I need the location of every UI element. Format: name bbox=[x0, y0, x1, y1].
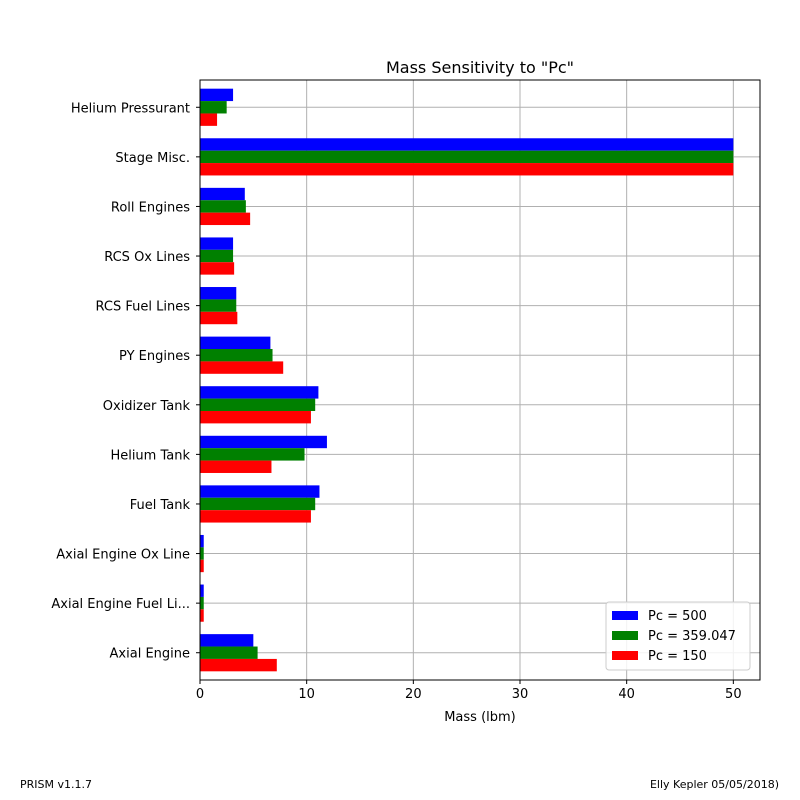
bar-series-1 bbox=[200, 138, 734, 151]
y-tick-label: RCS Fuel Lines bbox=[96, 300, 191, 315]
grid bbox=[199, 80, 760, 680]
y-tick-label: Helium Pressurant bbox=[71, 101, 190, 116]
plot-frame bbox=[199, 79, 761, 681]
x-tick-label: 0 bbox=[196, 687, 204, 702]
bar-series-2 bbox=[200, 398, 316, 411]
footer-author-date: Elly Kepler 05/05/2018) bbox=[649, 778, 779, 791]
bar-series-3 bbox=[200, 212, 251, 226]
bar-series-3 bbox=[200, 113, 218, 126]
x-tick-label: 30 bbox=[512, 687, 529, 702]
bar-series-3 bbox=[200, 559, 204, 573]
x-axis-label: Mass (lbm) bbox=[444, 710, 516, 725]
legend-swatch bbox=[612, 631, 638, 640]
y-axis: Helium Pressurant Stage Misc. Roll Engines… bbox=[51, 101, 200, 662]
y-tick-label: Stage Misc. bbox=[115, 151, 190, 166]
footer-version: PRISM v1.1.7 bbox=[20, 778, 92, 791]
y-tick-label: PY Engines bbox=[119, 349, 190, 364]
bar-series-2 bbox=[200, 497, 316, 511]
bar-series-2 bbox=[200, 448, 305, 461]
x-tick-label: 40 bbox=[618, 687, 635, 702]
y-tick-label: Axial Engine bbox=[110, 647, 190, 662]
x-axis: 0 10 20 30 40 50 bbox=[196, 680, 742, 702]
x-tick-label: 10 bbox=[298, 687, 315, 702]
bar-series-1 bbox=[200, 336, 271, 350]
bar-series-2 bbox=[200, 349, 273, 362]
bars bbox=[200, 88, 734, 672]
y-tick-label: RCS Ox Lines bbox=[104, 250, 190, 265]
bar-series-2 bbox=[200, 200, 246, 213]
bar-series-2 bbox=[200, 150, 734, 164]
legend-swatch bbox=[612, 651, 638, 660]
x-tick-label: 20 bbox=[405, 687, 422, 702]
bar-series-3 bbox=[200, 262, 235, 275]
bar-series-3 bbox=[200, 361, 284, 374]
legend-label: Pc = 150 bbox=[648, 649, 707, 664]
legend-label: Pc = 500 bbox=[648, 609, 707, 624]
bar-series-1 bbox=[200, 634, 254, 647]
bar-series-1 bbox=[200, 386, 319, 399]
y-tick-label: Roll Engines bbox=[111, 200, 190, 215]
bar-series-3 bbox=[200, 658, 277, 672]
bar-series-1 bbox=[200, 485, 320, 498]
y-tick-label: Fuel Tank bbox=[130, 498, 191, 513]
bar-series-3 bbox=[200, 163, 734, 176]
bar-series-2 bbox=[200, 299, 237, 312]
legend-box bbox=[605, 601, 751, 671]
bar-series-2 bbox=[200, 547, 204, 560]
legend-label: Pc = 359.047 bbox=[648, 629, 736, 644]
bar-series-2 bbox=[200, 646, 258, 659]
y-tick-label: Oxidizer Tank bbox=[103, 399, 191, 414]
bar-series-1 bbox=[200, 287, 237, 300]
bar-series-3 bbox=[200, 410, 311, 424]
bar-series-1 bbox=[200, 435, 327, 449]
chart-title: Mass Sensitivity to "Pc" bbox=[386, 58, 574, 77]
legend-swatch bbox=[612, 611, 638, 620]
bar-series-3 bbox=[200, 609, 204, 622]
bar-series-1 bbox=[200, 534, 204, 548]
bar-series-2 bbox=[200, 596, 204, 610]
x-tick-label: 50 bbox=[725, 687, 742, 702]
bar-series-3 bbox=[200, 510, 311, 523]
bar-series-1 bbox=[200, 584, 204, 597]
bar-series-3 bbox=[200, 460, 272, 473]
bar-series-1 bbox=[200, 237, 234, 250]
bar-series-1 bbox=[200, 88, 234, 102]
bar-series-2 bbox=[200, 249, 234, 263]
y-tick-label: Axial Engine Fuel Li... bbox=[51, 597, 190, 612]
bar-series-2 bbox=[200, 101, 227, 114]
bar-series-3 bbox=[200, 311, 238, 325]
legend: Pc = 500 Pc = 359.047 Pc = 150 bbox=[605, 601, 751, 671]
bar-series-1 bbox=[200, 187, 245, 201]
y-tick-label: Axial Engine Ox Line bbox=[56, 548, 190, 563]
y-tick-label: Helium Tank bbox=[110, 448, 190, 463]
